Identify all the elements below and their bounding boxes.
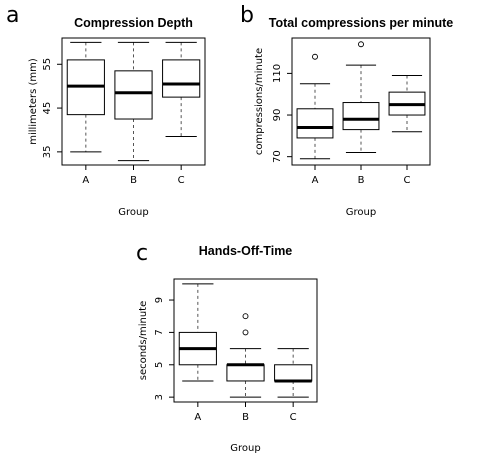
x-tick-label: C (404, 175, 411, 186)
y-axis-label: seconds/minute (138, 301, 149, 381)
y-tick-label: 5 (154, 362, 165, 368)
x-tick-label: B (242, 412, 249, 423)
chart-panel-c: c Hands-Off-Time 3 5 7 9 seconds/minute A B C Grou… (136, 241, 318, 454)
box-C (274, 348, 313, 398)
iqr-box (274, 364, 313, 382)
x-tick-label: B (130, 175, 137, 186)
x-tick-label: A (194, 412, 201, 423)
x-tick-label: A (312, 175, 319, 186)
chart-title: Compression Depth (74, 16, 193, 30)
y-tick-label: 110 (272, 64, 283, 83)
panel-letter: c (136, 241, 148, 266)
box-B (342, 41, 380, 154)
chart-title: Hands-Off-Time (199, 244, 293, 258)
x-axis-label: Group (118, 207, 148, 218)
box-C (162, 41, 201, 138)
x-axis: A B C (312, 165, 411, 186)
x-axis: A B C (194, 402, 297, 423)
y-tick-label: 90 (272, 109, 283, 122)
outlier-point (242, 313, 249, 320)
outlier-point (312, 53, 318, 60)
outlier-point (242, 329, 249, 336)
y-axis: 35 45 55 (42, 58, 62, 158)
y-axis: 70 90 110 (272, 64, 292, 163)
box-A (178, 283, 217, 382)
box-C (388, 74, 426, 133)
y-axis-label: millimeters (mm) (28, 58, 39, 145)
y-tick-label: 45 (42, 102, 53, 115)
y-tick-label: 55 (42, 58, 53, 71)
chart-panel-b: b Total compressions per minute 70 90 110 com… (240, 3, 453, 218)
box-B (114, 41, 153, 162)
y-tick-label: 3 (154, 394, 165, 400)
x-axis-label: Group (346, 207, 376, 218)
box-A (66, 41, 105, 153)
y-tick-label: 35 (42, 145, 53, 158)
panel-letter: a (6, 3, 19, 28)
x-tick-label: C (290, 412, 297, 423)
x-tick-label: B (358, 175, 365, 186)
y-tick-label: 70 (272, 150, 283, 163)
box-B (226, 313, 265, 398)
iqr-box (114, 70, 153, 120)
outlier-point (358, 41, 364, 48)
y-tick-label: 9 (154, 297, 165, 303)
panel-letter: b (240, 3, 254, 28)
iqr-box (342, 102, 380, 131)
iqr-box (296, 108, 334, 139)
x-tick-label: A (82, 175, 89, 186)
x-axis-label: Group (230, 443, 260, 454)
iqr-box (226, 364, 265, 382)
x-tick-label: C (178, 175, 185, 186)
y-tick-label: 7 (154, 329, 165, 335)
chart-title: Total compressions per minute (269, 16, 454, 30)
iqr-box (162, 59, 201, 98)
box-A (296, 53, 334, 160)
x-axis: A B C (82, 165, 185, 186)
y-axis-label: compressions/minute (254, 48, 265, 155)
y-axis: 3 5 7 9 (154, 297, 174, 400)
